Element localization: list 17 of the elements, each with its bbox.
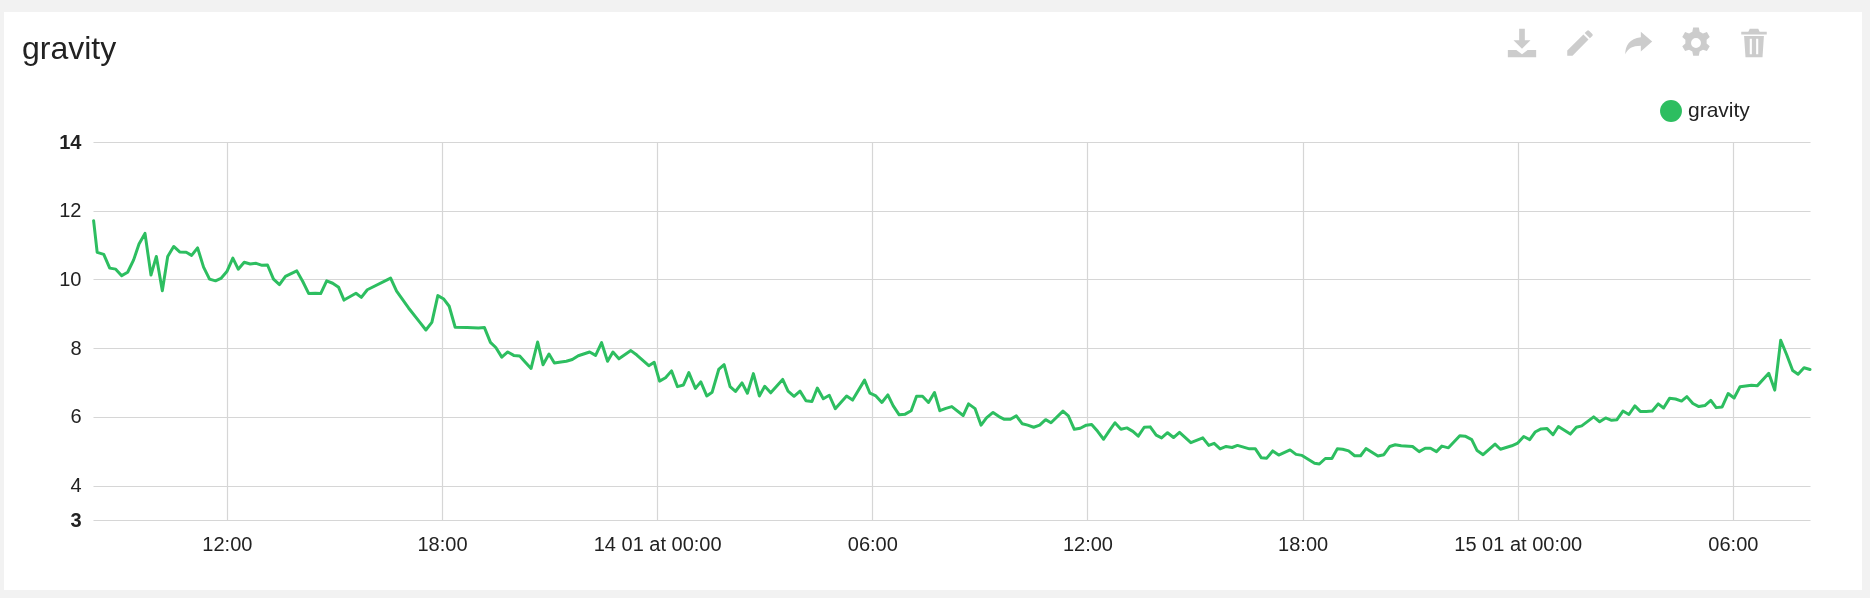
y-tick-label: 3 (70, 508, 82, 531)
x-tick-label: 18:00 (417, 532, 468, 555)
y-tick-label: 10 (59, 267, 82, 290)
x-tick-label: 12:00 (202, 532, 253, 555)
y-tick-label: 4 (70, 474, 82, 497)
x-tick-label: 15 01 at 00:00 (1454, 532, 1583, 555)
legend-label: gravity (1688, 98, 1751, 121)
y-tick-label: 14 (59, 130, 83, 153)
y-tick-label: 6 (70, 405, 82, 428)
x-tick-label: 06:00 (847, 532, 898, 555)
x-tick-label: 18:00 (1278, 532, 1329, 555)
x-tick-label: 06:00 (1708, 532, 1759, 555)
x-tick-label: 12:00 (1062, 532, 1113, 555)
x-tick-label: 14 01 at 00:00 (593, 532, 722, 555)
y-tick-label: 12 (59, 199, 82, 222)
y-tick-label: 8 (70, 336, 82, 359)
chart-title: gravity (22, 30, 117, 67)
